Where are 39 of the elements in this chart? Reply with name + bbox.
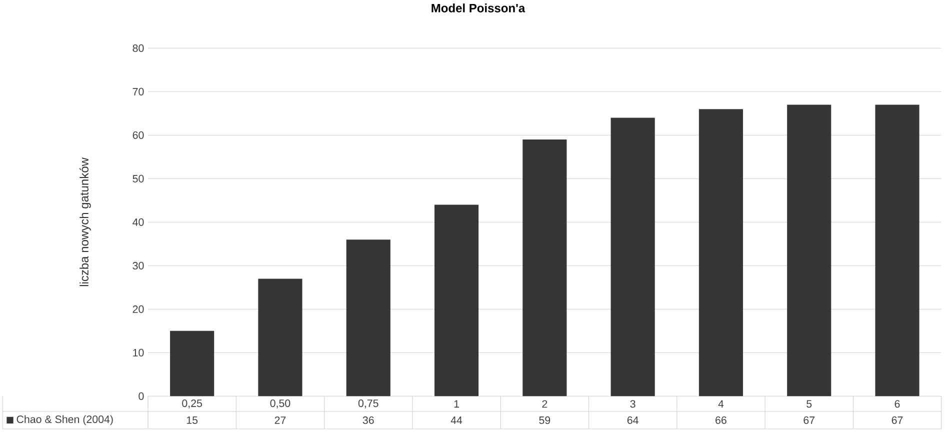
data-label: 66	[716, 416, 726, 424]
x-tick-label: 1	[454, 400, 459, 408]
y-tick-label: 70	[132, 88, 144, 96]
x-tick-label: 0,25	[182, 399, 202, 408]
y-axis-title: liczba nowych gatunków	[80, 157, 91, 286]
y-tick-label: 20	[132, 305, 144, 313]
y-tick-label: 60	[132, 131, 144, 139]
x-tick-label: 0,75	[358, 399, 378, 408]
chart-title: Model Poisson'a	[432, 3, 526, 12]
bar	[434, 204, 479, 396]
data-label: 27	[274, 416, 286, 424]
bar	[698, 108, 743, 396]
data-label: 36	[362, 416, 374, 424]
data-label: 67	[804, 416, 814, 424]
data-label: 15	[186, 416, 198, 424]
bar	[346, 239, 390, 396]
x-tick-label: 6	[894, 400, 900, 408]
bar	[787, 104, 832, 396]
x-tick-label: 4	[718, 400, 724, 408]
x-tick-label: 3	[630, 400, 636, 408]
data-label: 64	[627, 416, 638, 424]
y-tick-label: 40	[132, 218, 144, 226]
bar	[170, 330, 214, 396]
y-tick-label: 50	[132, 174, 144, 182]
x-tick-label: 5	[806, 400, 812, 408]
bar	[258, 278, 302, 396]
data-label: 67	[892, 416, 903, 424]
bar	[610, 118, 655, 396]
y-tick-label: 10	[133, 348, 144, 356]
data-label: 44	[450, 416, 462, 424]
x-tick-label: 2	[542, 400, 548, 408]
legend-label: Chao & Shen (2004)	[16, 415, 113, 426]
y-tick-label: 80	[132, 44, 144, 52]
y-tick-label: 0	[138, 392, 144, 400]
bar	[522, 139, 567, 396]
data-label: 59	[539, 416, 550, 424]
y-tick-label: 30	[132, 262, 144, 270]
bar	[875, 104, 920, 396]
x-tick-label: 0,50	[270, 399, 290, 408]
